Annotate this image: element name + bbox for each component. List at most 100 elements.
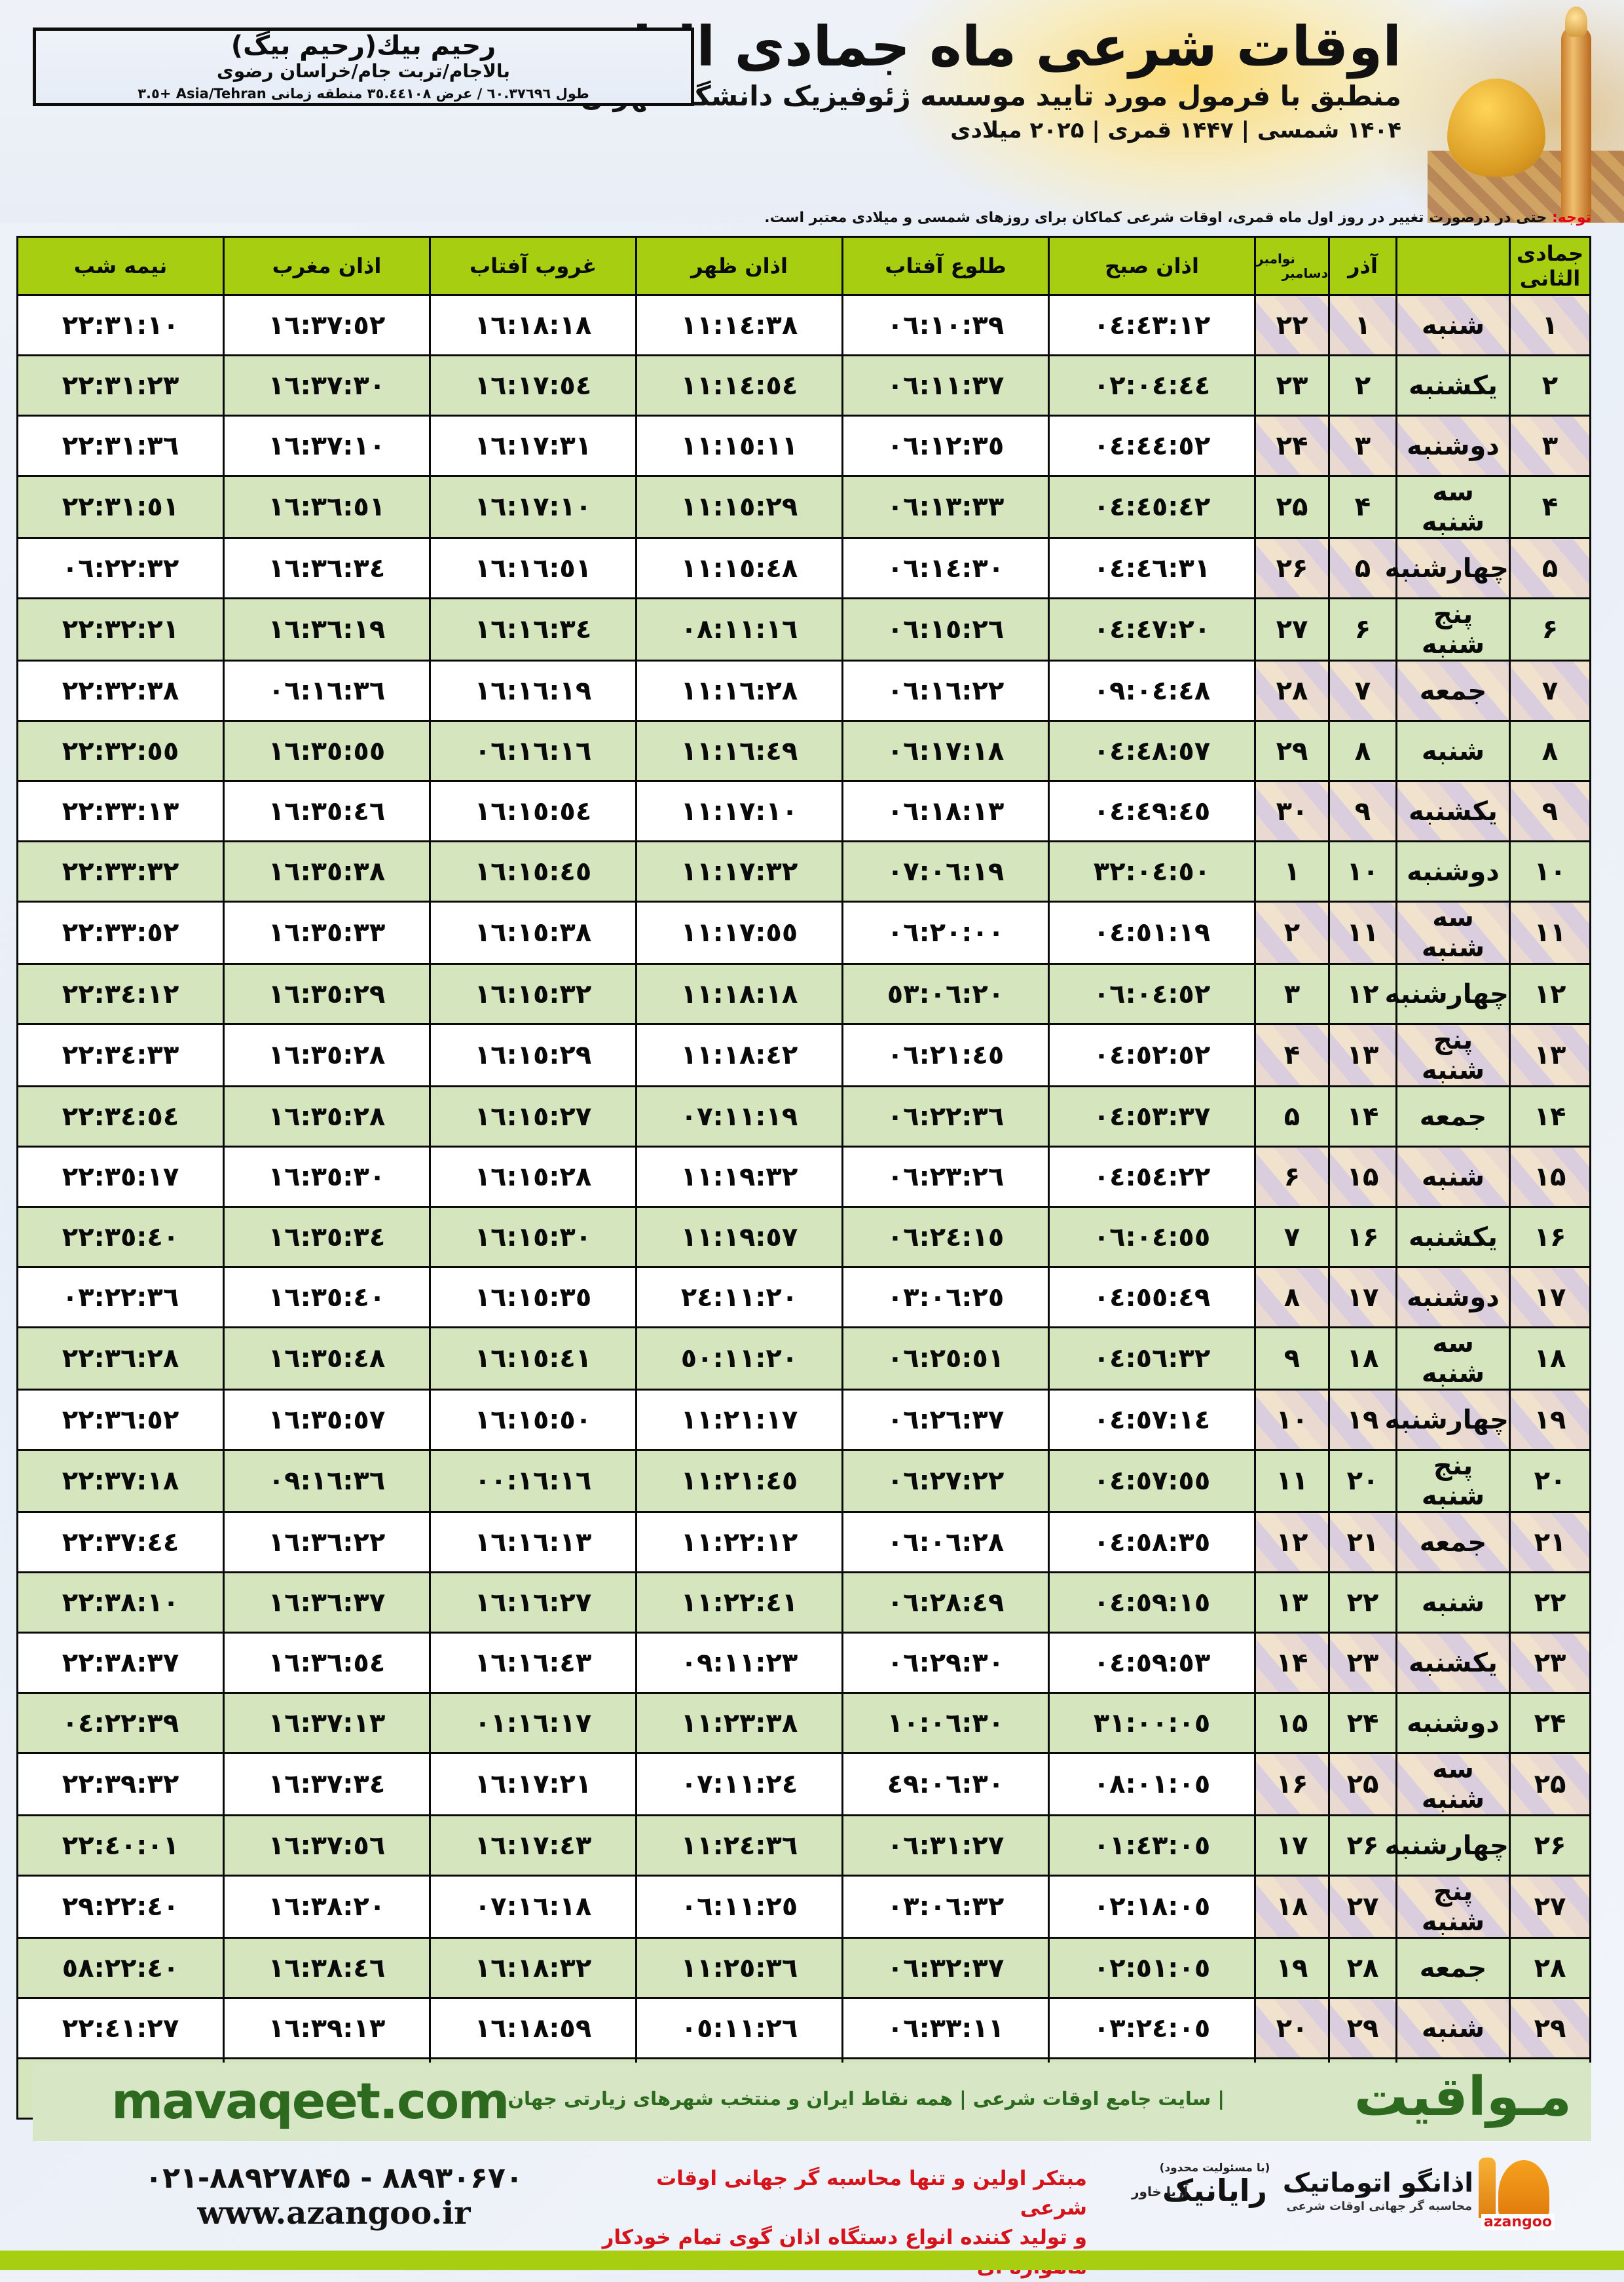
table-row: ۲۳ یکشنبه ۲۳ ۱۴ ۰٤:٥٩:٥٣ ۰٦:٢٩:٣۰ ١١:٢٣:۰٩ ١٦:١… xyxy=(16,1632,1591,1694)
minaret-top-icon xyxy=(1565,7,1587,37)
midnight-cell: ٢٢:٤۰:٥٨ xyxy=(16,1937,225,1999)
dayname-cell: سه شنبه xyxy=(1395,1326,1511,1391)
fajr-cell: ۰٥:۰١:۰٨ xyxy=(1048,1752,1256,1816)
table-row: ۱ شنبه ۱ ۲۲ ۰٤:٤٣:١٢ ۰٦:١٠:٣٩ ١١:١٤:٣٨ ١٦:١٨:١٨… xyxy=(16,294,1591,356)
maghrib-cell: ١٦:٣٥:٢٨ xyxy=(223,1023,431,1087)
dhuhr-cell: ١١:١٦:٤٩ xyxy=(635,720,843,782)
table-row: ۱۸ سه شنبه ۱۸ ۹ ۰٤:٥٦:٣٢ ۰٦:٢٥:٥١ ١١:٢۰:٥۰ ١٦:١… xyxy=(16,1326,1591,1391)
dhuhr-cell: ١١:٢٥:۰٦ xyxy=(635,1875,843,1939)
dayname-cell: یکشنبه xyxy=(1395,780,1511,842)
sunset-cell: ١٦:١٦:٣٤ xyxy=(429,597,637,662)
dayname-cell: شنبه xyxy=(1395,294,1511,356)
maghrib-cell: ١٦:٣٦:١٩ xyxy=(223,597,431,662)
sunrise-cell: ۰٦:٣۰:١۰ xyxy=(841,1692,1050,1754)
dhuhr-cell: ١١:١٩:٣٢ xyxy=(635,1146,843,1208)
dhuhr-cell: ١١:١٨:٤٢ xyxy=(635,1023,843,1087)
sunrise-cell: ۰٦:٣۰:٤٩ xyxy=(841,1752,1050,1816)
location-name: رحیم بیك(رحیم بیگ) xyxy=(231,31,496,62)
sunset-cell: ١٦:١٦:١٣ xyxy=(429,1511,637,1573)
maghrib-cell: ١٦:٣٥:٣٤ xyxy=(223,1206,431,1268)
calendar-table-wrapper: جمادی الثانی آذر نوامبر دسامبر اذان صبح … xyxy=(16,236,1591,2120)
promo-domain[interactable]: mavaqeet.com xyxy=(111,2072,509,2130)
fajr-cell: ۰٥:۰٢:١٨ xyxy=(1048,1875,1256,1939)
fajr-cell: ۰٤:٥٢:٥٢ xyxy=(1048,1023,1256,1087)
dhuhr-cell: ١١:١٦:٢٨ xyxy=(635,660,843,722)
table-row: ۶ پنج شنبه ۶ ۲۷ ۰٤:٤٧:٢۰ ۰٦:١٥:٢٦ ١١:١٦:۰٨ ١٦:١… xyxy=(16,597,1591,662)
midnight-cell: ٢٢:٣٥:٤۰ xyxy=(16,1206,225,1268)
sunset-cell: ١٦:١٥:٣٨ xyxy=(429,901,637,965)
sunset-cell: ١٦:١٥:٣٥ xyxy=(429,1266,637,1328)
azar-cell: ۲۰ xyxy=(1328,1449,1397,1513)
hijri-cell: ۲ xyxy=(1509,354,1591,417)
dayname-cell: دوشنبه xyxy=(1395,1692,1511,1754)
sunrise-cell: ۰٦:٢٦:٣٧ xyxy=(841,1389,1050,1451)
fajr-cell: ۰٥:۰۰:٣١ xyxy=(1048,1692,1256,1754)
maghrib-cell: ١٦:٣٥:٣۰ xyxy=(223,1146,431,1208)
fajr-cell: ۰٤:٤٩:٤٥ xyxy=(1048,780,1256,842)
dhuhr-cell: ١١:٢٣:٣٨ xyxy=(635,1692,843,1754)
fajr-cell: ۰٤:٤٣:١٢ xyxy=(1048,294,1256,356)
table-row: ۲۲ شنبه ۲۲ ۱۳ ۰٤:٥٩:١٥ ۰٦:٢٨:٤٩ ١١:٢٢:٤١ ١٦:١٦:… xyxy=(16,1571,1591,1634)
table-row: ۳ دوشنبه ۳ ۲۴ ۰٤:٤٤:٥٢ ۰٦:١٢:٣٥ ١١:١٥:١١ ١٦:١٧:… xyxy=(16,415,1591,477)
sunset-cell: ١٦:١٥:٢٩ xyxy=(429,1023,637,1087)
gregorian-cell: ۲۷ xyxy=(1254,597,1330,662)
title-block: اوقات شرعی ماه جمادی الثانی منطبق با فرم… xyxy=(170,17,1402,144)
hijri-cell: ۲۲ xyxy=(1509,1571,1591,1634)
dayname-cell: دوشنبه xyxy=(1395,840,1511,903)
gregorian-cell: ۲۸ xyxy=(1254,660,1330,722)
dayname-cell: یکشنبه xyxy=(1395,1206,1511,1268)
azar-cell: ۲۹ xyxy=(1328,1997,1397,2059)
midnight-cell: ٢٢:٤١:٢٧ xyxy=(16,1997,225,2059)
azar-cell: ۱۸ xyxy=(1328,1326,1397,1391)
azar-cell: ۱۰ xyxy=(1328,840,1397,903)
maghrib-cell: ١٦:٣٥:٢٩ xyxy=(223,963,431,1025)
gregorian-cell: ۳ xyxy=(1254,963,1330,1025)
maghrib-cell: ١٦:٣٦:۰٩ xyxy=(223,1449,431,1513)
hijri-cell: ۲۵ xyxy=(1509,1752,1591,1816)
date-line: ۱۴۰۴ شمسی | ۱۴۴۷ قمری | ۲۰۲۵ میلادی xyxy=(950,117,1401,144)
gregorian-cell: ۳۰ xyxy=(1254,780,1330,842)
table-row: ۲۱ جمعه ۲۱ ۱۲ ۰٤:٥٨:٣٥ ۰٦:٢٨:۰٦ ١١:٢٢:١٢ ١٦:١٦:… xyxy=(16,1511,1591,1573)
dhuhr-cell: ١١:١٥:٢٩ xyxy=(635,475,843,539)
dayname-cell: سه شنبه xyxy=(1395,901,1511,965)
midnight-cell: ٢٢:٣٤:٥٤ xyxy=(16,1085,225,1148)
sunset-cell: ١٦:١٦:٢٧ xyxy=(429,1571,637,1634)
sunrise-cell: ۰٦:١٩:۰٧ xyxy=(841,840,1050,903)
sunrise-cell: ۰٦:٣١:٢٧ xyxy=(841,1814,1050,1877)
dhuhr-cell: ١١:٢٥:٣٦ xyxy=(635,1937,843,1999)
azar-cell: ۱۷ xyxy=(1328,1266,1397,1328)
table-row: ۲۸ جمعه ۲۸ ۱۹ ۰٥:۰٢:٥١ ۰٦:٣٢:٣٧ ١١:٢٥:٣٦ ١٦:١٨:… xyxy=(16,1937,1591,1999)
footer-website[interactable]: www.azangoo.ir xyxy=(197,2195,471,2232)
maghrib-cell: ١٦:٣٧:٣٤ xyxy=(223,1752,431,1816)
minaret-icon xyxy=(1561,26,1591,223)
fajr-cell: ۰٤:٥٧:١٤ xyxy=(1048,1389,1256,1451)
dayname-cell: شنبه xyxy=(1395,1571,1511,1634)
midnight-cell: ٢٢:٣٢:٢١ xyxy=(16,597,225,662)
note-text: حتی در درصورت تغییر در روز اول ماه قمری،… xyxy=(764,210,1547,226)
azar-cell: ۱ xyxy=(1328,294,1397,356)
sunrise-cell: ۰٦:١٥:٢٦ xyxy=(841,597,1050,662)
table-row: ۴ سه شنبه ۴ ۲۵ ۰٤:٤٥:٤٢ ۰٦:١٣:٣٣ ١١:١٥:٢٩ ١٦:١٧… xyxy=(16,475,1591,539)
gregorian-cell: ۹ xyxy=(1254,1326,1330,1391)
sunrise-cell: ۰٦:٣٢:٣٧ xyxy=(841,1937,1050,1999)
azar-cell: ۲۷ xyxy=(1328,1875,1397,1939)
table-header-row: جمادی الثانی آذر نوامبر دسامبر اذان صبح … xyxy=(16,236,1591,296)
fajr-cell: ۰٤:٤٤:٥٢ xyxy=(1048,415,1256,477)
shrine-illustration xyxy=(1428,0,1624,223)
azangoo-dome-icon xyxy=(1498,2160,1549,2217)
gregorian-cell: ۲۳ xyxy=(1254,354,1330,417)
hijri-cell: ۱۱ xyxy=(1509,901,1591,965)
hijri-cell: ۹ xyxy=(1509,780,1591,842)
prayer-times-table: جمادی الثانی آذر نوامبر دسامبر اذان صبح … xyxy=(16,236,1591,2120)
maghrib-cell: ١٦:٣٥:٤٦ xyxy=(223,780,431,842)
azar-cell: ۲۴ xyxy=(1328,1692,1397,1754)
footer-contact: ۰۲۱-۸۸۹۲۷۸۴۵ - ۸۸۹۳۰۶۷۰ www.azangoo.ir xyxy=(72,2161,596,2232)
azar-cell: ۱۵ xyxy=(1328,1146,1397,1208)
midnight-cell: ٢٢:٣٢:٣٨ xyxy=(16,660,225,722)
maghrib-cell: ١٦:٣٧:٥٢ xyxy=(223,294,431,356)
azar-cell: ۱۳ xyxy=(1328,1023,1397,1087)
dayname-cell: جمعه xyxy=(1395,1937,1511,1999)
maghrib-cell: ١٦:٣٦:٣٧ xyxy=(223,1571,431,1634)
sunset-cell: ١٦:١٥:٢٧ xyxy=(429,1085,637,1148)
location-box: رحیم بیك(رحیم بیگ) بالاجام/تربت جام/خراس… xyxy=(33,28,694,106)
